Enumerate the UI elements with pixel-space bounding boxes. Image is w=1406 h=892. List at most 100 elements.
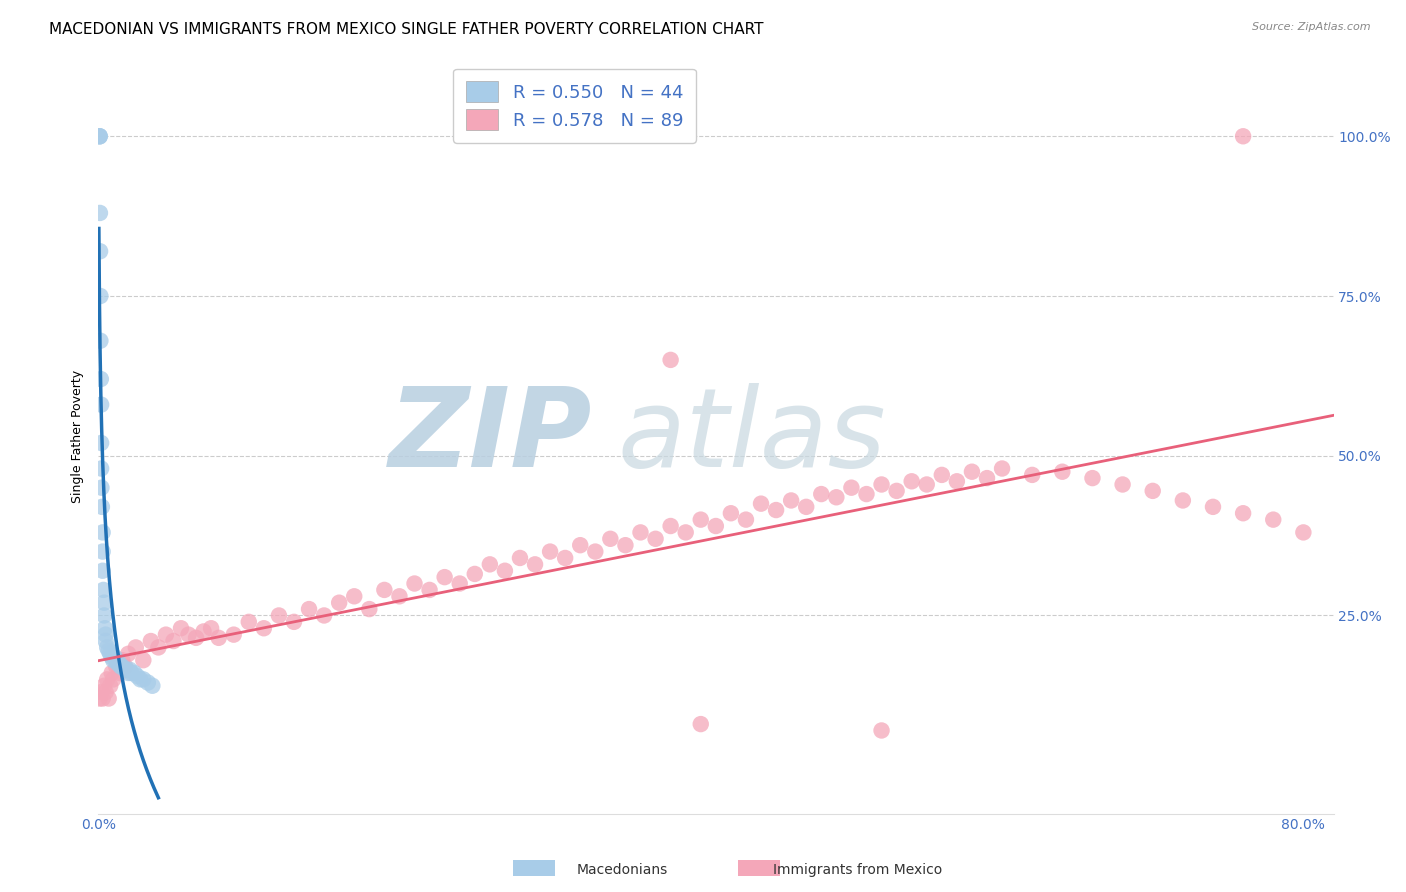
Point — [91, 691, 114, 706]
Point — [659, 352, 682, 367]
Point — [90, 372, 112, 386]
Point — [388, 590, 411, 604]
Point — [960, 465, 983, 479]
Point — [108, 665, 131, 680]
Y-axis label: Single Father Poverty: Single Father Poverty — [72, 370, 84, 503]
Point — [132, 653, 155, 667]
Point — [132, 673, 155, 687]
Point — [89, 289, 111, 303]
Point — [96, 673, 118, 687]
Point — [538, 544, 561, 558]
Point — [104, 650, 127, 665]
Text: atlas: atlas — [617, 383, 886, 490]
Point — [720, 506, 742, 520]
Point — [449, 576, 471, 591]
Point — [139, 634, 162, 648]
Point — [89, 129, 111, 144]
Text: Source: ZipAtlas.com: Source: ZipAtlas.com — [1253, 22, 1371, 32]
Point — [1021, 467, 1043, 482]
Point — [177, 627, 200, 641]
Point — [118, 663, 141, 677]
Point — [200, 621, 222, 635]
Point — [991, 461, 1014, 475]
Point — [794, 500, 817, 514]
Point — [108, 657, 131, 671]
Point — [91, 525, 114, 540]
Point — [170, 621, 193, 635]
Point — [404, 576, 426, 591]
Point — [117, 665, 139, 680]
Text: Macedonians: Macedonians — [576, 863, 668, 877]
Point — [1292, 525, 1315, 540]
Point — [614, 538, 637, 552]
Point — [433, 570, 456, 584]
Point — [91, 564, 114, 578]
Point — [509, 551, 531, 566]
Point — [946, 475, 969, 489]
Point — [103, 653, 125, 667]
Point — [283, 615, 305, 629]
Point — [630, 525, 652, 540]
Point — [675, 525, 697, 540]
Point — [141, 679, 163, 693]
Point — [343, 590, 366, 604]
Point — [97, 691, 120, 706]
Point — [93, 582, 115, 597]
Point — [111, 659, 134, 673]
Point — [114, 663, 136, 677]
Point — [886, 483, 908, 498]
Point — [1263, 513, 1285, 527]
Point — [110, 659, 132, 673]
Legend: R = 0.550   N = 44, R = 0.578   N = 89: R = 0.550 N = 44, R = 0.578 N = 89 — [453, 69, 696, 143]
Point — [359, 602, 381, 616]
Point — [193, 624, 215, 639]
Point — [89, 244, 111, 259]
Point — [89, 129, 111, 144]
Point — [494, 564, 516, 578]
Point — [238, 615, 260, 629]
Point — [91, 544, 114, 558]
Point — [90, 500, 112, 514]
Point — [1052, 465, 1074, 479]
Point — [1081, 471, 1104, 485]
Point — [100, 665, 122, 680]
Point — [659, 519, 682, 533]
Point — [689, 717, 711, 731]
Point — [93, 679, 115, 693]
Point — [97, 643, 120, 657]
Point — [900, 475, 922, 489]
Text: MACEDONIAN VS IMMIGRANTS FROM MEXICO SINGLE FATHER POVERTY CORRELATION CHART: MACEDONIAN VS IMMIGRANTS FROM MEXICO SIN… — [49, 22, 763, 37]
Point — [419, 582, 441, 597]
Point — [870, 723, 893, 738]
Point — [1202, 500, 1225, 514]
Point — [373, 582, 395, 597]
Point — [478, 558, 501, 572]
Point — [1142, 483, 1164, 498]
Point — [870, 477, 893, 491]
Point — [125, 640, 148, 655]
Point — [464, 566, 486, 581]
Point — [841, 481, 863, 495]
Point — [931, 467, 953, 482]
Point — [1111, 477, 1133, 491]
Point — [89, 206, 111, 220]
Point — [90, 461, 112, 475]
Point — [780, 493, 803, 508]
Point — [184, 631, 207, 645]
Text: Immigrants from Mexico: Immigrants from Mexico — [773, 863, 942, 877]
Point — [124, 665, 146, 680]
Point — [96, 640, 118, 655]
Point — [735, 513, 758, 527]
Point — [328, 596, 350, 610]
Point — [89, 691, 111, 706]
Point — [976, 471, 998, 485]
Point — [749, 497, 772, 511]
Text: ZIP: ZIP — [389, 383, 592, 490]
Point — [89, 334, 111, 348]
Point — [127, 669, 149, 683]
Point — [89, 129, 111, 144]
Point — [120, 665, 142, 680]
Point — [1232, 506, 1254, 520]
Point — [825, 490, 848, 504]
Point — [689, 513, 711, 527]
